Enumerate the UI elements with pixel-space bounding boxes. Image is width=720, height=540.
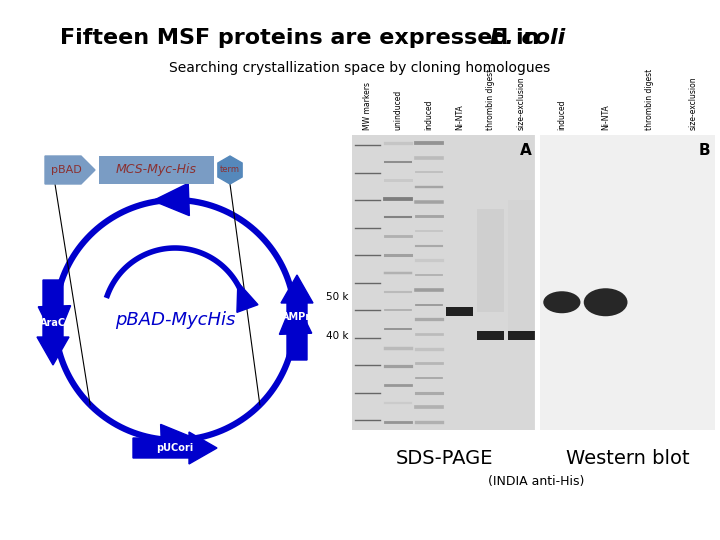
- Text: 50 k: 50 k: [325, 292, 348, 302]
- Bar: [540, 135, 715, 430]
- Bar: [99, 156, 214, 184]
- Text: pBAD: pBAD: [50, 165, 81, 175]
- Text: (INDIA anti-His): (INDIA anti-His): [488, 476, 584, 489]
- Text: uninduced: uninduced: [394, 90, 402, 130]
- Text: Searching crystallization space by cloning homologues: Searching crystallization space by cloni…: [169, 61, 551, 75]
- Bar: [352, 135, 537, 430]
- Text: MCS-Myc-His: MCS-Myc-His: [116, 164, 197, 177]
- Text: Ni-NTA: Ni-NTA: [601, 104, 610, 130]
- Polygon shape: [153, 183, 189, 215]
- Text: thrombin digest: thrombin digest: [645, 69, 654, 130]
- Polygon shape: [45, 156, 95, 184]
- Polygon shape: [218, 156, 242, 184]
- Ellipse shape: [584, 288, 628, 316]
- Text: Fifteen MSF proteins are expressed in: Fifteen MSF proteins are expressed in: [60, 28, 547, 48]
- Text: size-exclusion: size-exclusion: [517, 76, 526, 130]
- Polygon shape: [37, 280, 69, 365]
- Text: pBAD-MycHis: pBAD-MycHis: [114, 311, 235, 329]
- Polygon shape: [38, 306, 71, 342]
- Text: thrombin digest: thrombin digest: [486, 69, 495, 130]
- Text: induced: induced: [425, 99, 433, 130]
- Text: AMPr: AMPr: [282, 313, 312, 322]
- Bar: [477, 209, 504, 312]
- Bar: [477, 330, 504, 340]
- Text: AraC: AraC: [40, 318, 66, 327]
- Text: Ni-NTA: Ni-NTA: [456, 104, 464, 130]
- Polygon shape: [133, 432, 217, 464]
- Ellipse shape: [544, 291, 580, 313]
- Text: induced: induced: [557, 99, 567, 130]
- Polygon shape: [281, 275, 313, 360]
- Polygon shape: [161, 424, 197, 457]
- Text: 40 k: 40 k: [325, 330, 348, 341]
- Text: E. coli: E. coli: [490, 28, 565, 48]
- Text: SDS-PAGE: SDS-PAGE: [396, 449, 493, 468]
- Bar: [508, 200, 535, 333]
- Polygon shape: [237, 282, 258, 312]
- Text: size-exclusion: size-exclusion: [688, 76, 698, 130]
- Text: pUCori: pUCori: [156, 443, 194, 453]
- Polygon shape: [279, 298, 312, 334]
- Text: B: B: [698, 143, 710, 158]
- Bar: [446, 307, 474, 316]
- Text: Western blot: Western blot: [566, 449, 689, 468]
- Text: term: term: [220, 165, 240, 174]
- Text: A: A: [521, 143, 532, 158]
- Bar: [508, 330, 535, 340]
- Text: MW markers: MW markers: [363, 82, 372, 130]
